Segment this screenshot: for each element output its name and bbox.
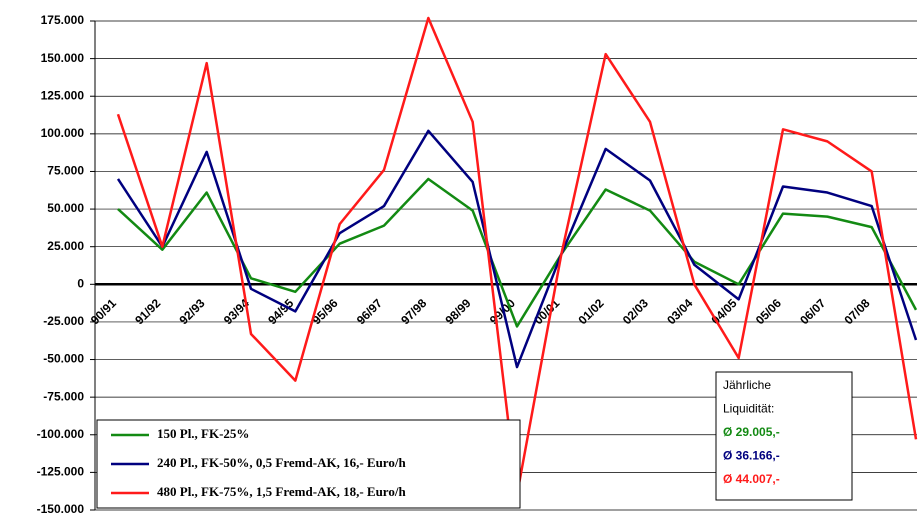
- x-tick-label: 00/01: [531, 296, 562, 327]
- legend-box: [96, 419, 521, 509]
- x-tick-label: 94/95: [265, 296, 296, 327]
- legend-label: 150 Pl., FK-25%: [157, 426, 249, 441]
- y-tick-label: 0: [77, 276, 84, 290]
- x-tick-label: 06/07: [797, 296, 828, 327]
- y-tick-label: -125.000: [37, 465, 85, 479]
- y-tick-label: 175.000: [41, 13, 85, 27]
- annotation-text: Liquidität:: [723, 402, 774, 416]
- series-line: [117, 177, 918, 328]
- y-tick-label: 50.000: [47, 201, 84, 215]
- x-tick-label: 98/99: [443, 296, 474, 327]
- x-tick-label: 03/04: [664, 296, 695, 327]
- legend-label: 480 Pl., FK-75%, 1,5 Fremd-AK, 18,- Euro…: [157, 484, 406, 499]
- y-tick-label: -50.000: [43, 352, 84, 366]
- annotation-text: Ø 36.166,-: [723, 449, 780, 463]
- y-tick-label: 150.000: [41, 51, 85, 65]
- y-tick-label: 100.000: [41, 126, 85, 140]
- annotation-box: [715, 371, 853, 501]
- x-tick-label: 01/02: [576, 296, 607, 327]
- y-tick-label: 25.000: [47, 239, 84, 253]
- x-tick-label: 02/03: [620, 296, 651, 327]
- annotation-text: Ø 44.007,-: [723, 472, 780, 486]
- series-line: [116, 129, 918, 369]
- y-tick-label: -75.000: [43, 389, 84, 403]
- annotation-text: Ø 29.005,-: [723, 425, 780, 439]
- x-tick-label: 90/91: [88, 296, 119, 327]
- x-tick-label: 07/08: [842, 296, 873, 327]
- y-tick-label: -150.000: [37, 502, 85, 513]
- y-tick-label: 75.000: [47, 164, 84, 178]
- x-tick-label: 05/06: [753, 296, 784, 327]
- x-tick-label: 97/98: [398, 296, 429, 327]
- y-tick-label: 125.000: [41, 88, 85, 102]
- y-tick-label: -25.000: [43, 314, 84, 328]
- annotation-text: Jährliche: [723, 378, 771, 392]
- x-tick-label: 04/05: [709, 296, 740, 327]
- y-tick-label: -100.000: [37, 427, 85, 441]
- legend-label: 240 Pl., FK-50%, 0,5 Fremd-AK, 16,- Euro…: [157, 455, 406, 470]
- x-tick-label: 96/97: [354, 296, 385, 327]
- x-tick-label: 91/92: [132, 296, 163, 327]
- x-tick-label: 92/93: [177, 296, 208, 327]
